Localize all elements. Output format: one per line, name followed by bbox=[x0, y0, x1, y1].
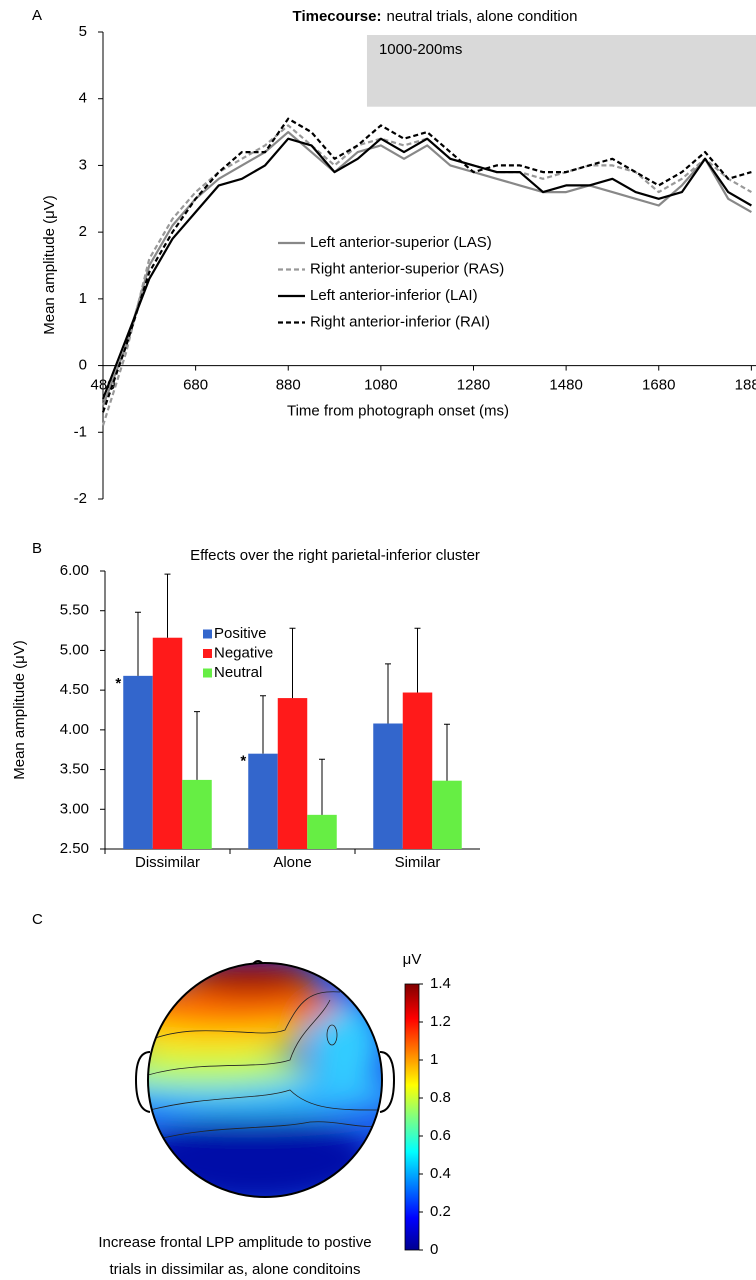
caption: trials in dissimilar as, alone conditoin… bbox=[110, 1261, 361, 1278]
panel-label: C bbox=[32, 911, 43, 928]
x-tick-label: Alone bbox=[273, 854, 311, 871]
y-tick-label: 4.00 bbox=[60, 721, 89, 738]
title-text: neutral trials, alone condition bbox=[386, 8, 577, 25]
legend-label: Positive bbox=[214, 625, 267, 642]
y-tick-label: 0 bbox=[79, 357, 87, 374]
legend-label: Left anterior-superior (LAS) bbox=[310, 234, 492, 251]
bar bbox=[123, 675, 153, 849]
topomap bbox=[134, 960, 396, 1198]
y-tick-label: 2 bbox=[79, 223, 87, 240]
bar bbox=[432, 780, 462, 849]
chart-title: Effects over the right parietal-inferior… bbox=[190, 547, 480, 564]
error-bar bbox=[319, 758, 325, 815]
colorbar-tick-label: 1 bbox=[430, 1051, 438, 1068]
colorbar-tick-label: 0.2 bbox=[430, 1203, 451, 1220]
y-tick-label: -2 bbox=[74, 490, 87, 507]
colorbar bbox=[404, 983, 420, 1251]
error-bar bbox=[444, 723, 450, 781]
error-bar bbox=[385, 663, 391, 724]
x-tick-label: Similar bbox=[395, 854, 441, 871]
significance-marker: * bbox=[115, 675, 121, 692]
bar bbox=[277, 698, 308, 849]
chart-title: Timecourse: neutral trials, alone conditi… bbox=[293, 8, 578, 25]
y-tick-label: 5 bbox=[79, 23, 87, 40]
colorbar-tick-label: 0.6 bbox=[430, 1127, 451, 1144]
legend-label: Right anterior-superior (RAS) bbox=[310, 260, 504, 277]
error-bar bbox=[260, 695, 266, 754]
series-line bbox=[101, 137, 752, 400]
error-bar bbox=[289, 627, 296, 699]
legend-swatch bbox=[203, 629, 212, 639]
colorbar-tick-label: 0.4 bbox=[430, 1165, 451, 1182]
series-line bbox=[101, 131, 752, 406]
y-tick-label: 3 bbox=[79, 156, 87, 173]
x-axis-label: Time from photograph onset (ms) bbox=[287, 403, 509, 420]
colorbar-tick-label: 1.2 bbox=[430, 1013, 451, 1030]
x-tick-label: 1080 bbox=[364, 377, 397, 394]
bar bbox=[182, 779, 212, 849]
bar bbox=[402, 692, 433, 849]
bar bbox=[152, 637, 183, 849]
y-tick-label: 5.50 bbox=[60, 602, 89, 619]
shade-label: 1000-200ms bbox=[379, 41, 462, 58]
legend-label: Right anterior-inferior (RAI) bbox=[310, 313, 490, 330]
bar bbox=[248, 753, 278, 849]
x-tick-label: 1280 bbox=[457, 377, 490, 394]
significance-marker: * bbox=[240, 753, 246, 770]
y-axis-label: Mean amplitude (μV) bbox=[11, 640, 28, 780]
left-ear bbox=[134, 1051, 151, 1113]
error-bar bbox=[135, 611, 141, 676]
caption: Increase frontal LPP amplitude to postiv… bbox=[98, 1234, 371, 1251]
panel-label: A bbox=[32, 7, 42, 24]
legend-label: Left anterior-inferior (LAI) bbox=[310, 287, 478, 304]
y-tick-label: 2.50 bbox=[60, 840, 89, 857]
shaded-window bbox=[366, 35, 756, 107]
error-bar bbox=[414, 627, 421, 693]
error-bar bbox=[194, 711, 200, 780]
panel-label: B bbox=[32, 540, 42, 557]
error-bar bbox=[164, 573, 171, 638]
series-line bbox=[101, 124, 752, 426]
series-line bbox=[101, 117, 752, 413]
legend-label: Negative bbox=[214, 644, 273, 661]
legend-swatch bbox=[203, 668, 212, 678]
x-tick-label: 1480 bbox=[549, 377, 582, 394]
colorbar-tick-label: 0.8 bbox=[430, 1089, 451, 1106]
y-tick-label: 1 bbox=[79, 290, 87, 307]
x-tick-label: 880 bbox=[276, 377, 301, 394]
y-tick-label: -1 bbox=[74, 423, 87, 440]
x-tick-label: 1680 bbox=[642, 377, 675, 394]
colorbar-tick-label: 0 bbox=[430, 1241, 438, 1258]
head-outline bbox=[147, 962, 383, 1198]
legend-label: Neutral bbox=[214, 664, 262, 681]
bar bbox=[307, 814, 337, 849]
y-tick-label: 5.00 bbox=[60, 641, 89, 658]
y-tick-label: 3.00 bbox=[60, 800, 89, 817]
y-tick-label: 4 bbox=[79, 90, 87, 107]
right-ear bbox=[379, 1051, 396, 1113]
colorbar-label: μV bbox=[403, 951, 422, 968]
y-tick-label: 3.50 bbox=[60, 761, 89, 778]
x-tick-label: Dissimilar bbox=[135, 854, 200, 871]
y-axis-label: Mean amplitude (μV) bbox=[41, 195, 58, 335]
y-tick-label: 4.50 bbox=[60, 681, 89, 698]
bar bbox=[373, 723, 403, 849]
title-bold: Timecourse: bbox=[293, 8, 382, 25]
x-tick-label: 680 bbox=[183, 377, 208, 394]
y-tick-label: 6.00 bbox=[60, 562, 89, 579]
legend-swatch bbox=[203, 649, 212, 658]
colorbar-tick-label: 1.4 bbox=[430, 975, 451, 992]
x-tick-label: 1880 bbox=[735, 377, 756, 394]
